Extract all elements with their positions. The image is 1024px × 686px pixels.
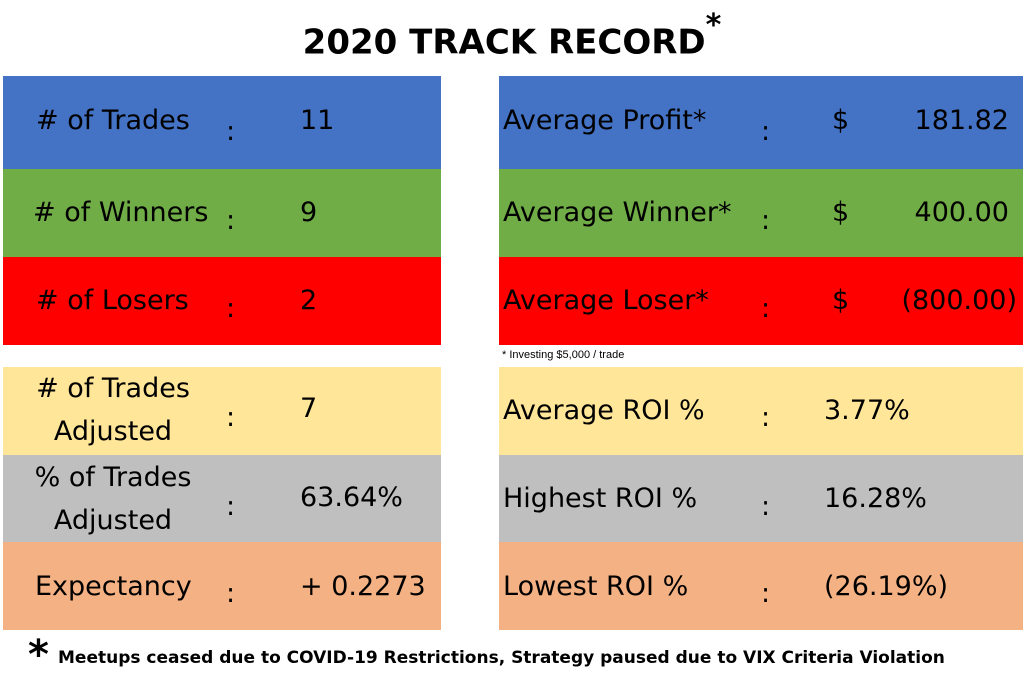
row-trades-adjusted: # of Trades Adjusted : 7 — [3, 367, 441, 455]
pct-adjusted-value: 63.64% — [300, 482, 403, 513]
highest-roi-value: 16.28% — [824, 483, 927, 514]
avg-loser-colon: : — [761, 293, 771, 324]
winners-label: # of Winners — [33, 197, 209, 228]
losers-label: # of Losers — [36, 285, 189, 316]
highest-roi-label: Highest ROI % — [503, 483, 698, 514]
avg-roi-label: Average ROI % — [503, 395, 705, 426]
winners-colon: : — [226, 205, 236, 236]
expectancy-colon: : — [226, 578, 236, 609]
title-text: 2020 TRACK RECORD — [302, 22, 706, 63]
avg-loser-currency: $ — [832, 285, 850, 316]
row-trades: # of Trades : 11 — [3, 76, 441, 169]
title-asterisk: * — [705, 8, 722, 43]
avg-profit-value: 181.82 — [914, 105, 1009, 136]
page-title: 2020 TRACK RECORD* — [0, 8, 1024, 63]
footer-text: Meetups ceased due to COVID-19 Restricti… — [58, 648, 945, 668]
footer-asterisk: * — [28, 632, 49, 678]
row-pct-adjusted: % of Trades Adjusted : 63.64% — [3, 455, 441, 542]
row-avg-loser: Average Loser* : $ (800.00) — [499, 257, 1023, 345]
investing-note: * Investing $5,000 / trade — [502, 349, 625, 361]
row-winners: # of Winners : 9 — [3, 169, 441, 257]
expectancy-label: Expectancy — [35, 571, 192, 602]
row-expectancy: Expectancy : + 0.2273 — [3, 542, 441, 630]
row-avg-roi: Average ROI % : 3.77% — [499, 367, 1023, 455]
trades-adjusted-label-line2: Adjusted — [53, 416, 173, 447]
expectancy-value: + 0.2273 — [300, 571, 426, 602]
lowest-roi-colon: : — [761, 578, 771, 609]
losers-value: 2 — [300, 285, 318, 316]
trades-adjusted-value: 7 — [300, 393, 318, 424]
pct-adjusted-label-line2: Adjusted — [53, 505, 173, 536]
lowest-roi-label: Lowest ROI % — [503, 571, 689, 602]
winners-value: 9 — [300, 197, 318, 228]
avg-profit-colon: : — [761, 116, 771, 147]
trades-adjusted-colon: : — [226, 402, 236, 433]
row-highest-roi: Highest ROI % : 16.28% — [499, 455, 1023, 542]
pct-adjusted-label: % of Trades Adjusted — [23, 456, 203, 542]
trades-colon: : — [226, 116, 236, 147]
avg-winner-currency: $ — [832, 197, 850, 228]
avg-profit-label: Average Profit* — [503, 105, 707, 136]
footer-note: * Meetups ceased due to COVID-19 Restric… — [0, 628, 1024, 678]
row-losers: # of Losers : 2 — [3, 257, 441, 345]
lowest-roi-value: (26.19%) — [824, 571, 949, 602]
avg-profit-currency: $ — [832, 105, 850, 136]
row-lowest-roi: Lowest ROI % : (26.19%) — [499, 542, 1023, 630]
pct-adjusted-label-line1: % of Trades — [34, 462, 192, 493]
row-avg-winner: Average Winner* : $ 400.00 — [499, 169, 1023, 257]
pct-adjusted-colon: : — [226, 491, 236, 522]
trades-adjusted-label-line1: # of Trades — [36, 373, 190, 404]
trades-value: 11 — [300, 105, 335, 136]
row-avg-profit: Average Profit* : $ 181.82 — [499, 76, 1023, 169]
highest-roi-colon: : — [761, 491, 771, 522]
losers-colon: : — [226, 293, 236, 324]
avg-winner-value: 400.00 — [914, 197, 1009, 228]
avg-roi-value: 3.77% — [824, 395, 910, 426]
avg-loser-label: Average Loser* — [503, 285, 709, 316]
avg-winner-colon: : — [761, 205, 771, 236]
avg-loser-value: (800.00) — [901, 285, 1017, 316]
trades-label: # of Trades — [36, 105, 190, 136]
trades-adjusted-label: # of Trades Adjusted — [23, 367, 203, 453]
avg-roi-colon: : — [761, 402, 771, 433]
avg-winner-label: Average Winner* — [503, 197, 732, 228]
